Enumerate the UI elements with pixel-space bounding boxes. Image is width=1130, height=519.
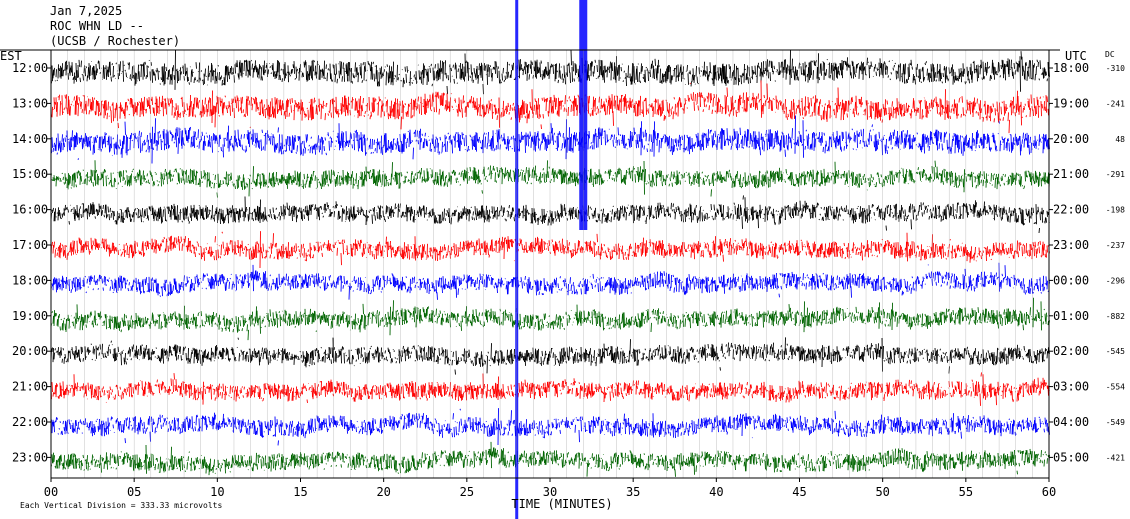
x-tick-label: 45: [792, 485, 806, 499]
x-tick-label: 00: [44, 485, 58, 499]
utc-tick-label: 02:00: [1053, 344, 1089, 358]
est-tick-label: 21:00: [12, 380, 48, 394]
est-tick-label: 13:00: [12, 96, 48, 110]
est-tick-label: 18:00: [12, 273, 48, 287]
utc-tick-label: 01:00: [1053, 309, 1089, 323]
utc-tick-label: 03:00: [1053, 380, 1089, 394]
est-tick-label: 23:00: [12, 450, 48, 464]
data-source: (UCSB / Rochester): [50, 34, 181, 48]
vertical-division-note: Each Vertical Division = 333.33 microvol…: [20, 501, 222, 510]
x-tick-label: 35: [626, 485, 640, 499]
plot-axes: [0, 49, 1060, 482]
dc-offset-label: -545: [1106, 347, 1125, 356]
utc-tick-label: 00:00: [1053, 273, 1089, 287]
station-code: ROC WHN LD --: [50, 19, 144, 33]
est-tick-label: 19:00: [12, 309, 48, 323]
utc-tick-label: 22:00: [1053, 203, 1089, 217]
est-tick-label: 14:00: [12, 132, 48, 146]
x-tick-label: 20: [376, 485, 390, 499]
minute-gridlines: [50, 50, 1050, 478]
dc-offset-label: 48: [1115, 135, 1125, 144]
x-tick-label: 60: [1042, 485, 1056, 499]
dc-offset-label: -421: [1106, 453, 1125, 462]
dc-offset-label: -882: [1106, 312, 1125, 321]
dc-offset-label: -237: [1106, 241, 1125, 250]
dc-offset-label: -241: [1106, 99, 1125, 108]
axis-labels: 12:00 18:00 -310 13:00 19:00 -241 14:00 20:00 48…: [0, 49, 1125, 511]
dc-offset-label: -296: [1106, 276, 1125, 285]
x-axis-title: TIME (MINUTES): [511, 497, 612, 511]
x-tick-label: 50: [875, 485, 889, 499]
x-tick-label: 25: [460, 485, 474, 499]
est-axis-label: EST: [0, 49, 22, 63]
x-tick-label: 55: [959, 485, 973, 499]
utc-tick-label: 05:00: [1053, 450, 1089, 464]
dc-offset-label: -198: [1106, 206, 1125, 215]
utc-tick-label: 19:00: [1053, 96, 1089, 110]
utc-tick-label: 21:00: [1053, 167, 1089, 181]
dc-offset-label: -310: [1106, 64, 1125, 73]
x-tick-label: 10: [210, 485, 224, 499]
dc-offset-label: -549: [1106, 418, 1125, 427]
utc-tick-label: 23:00: [1053, 238, 1089, 252]
dc-column-label: DC: [1105, 50, 1115, 59]
est-tick-label: 17:00: [12, 238, 48, 252]
x-tick-label: 05: [127, 485, 141, 499]
utc-axis-label: UTC: [1065, 49, 1087, 63]
est-tick-label: 15:00: [12, 167, 48, 181]
est-tick-label: 22:00: [12, 415, 48, 429]
dc-offset-label: -554: [1106, 383, 1125, 392]
x-tick-label: 30: [543, 485, 557, 499]
est-tick-label: 16:00: [12, 203, 48, 217]
utc-tick-label: 04:00: [1053, 415, 1089, 429]
est-tick-label: 20:00: [12, 344, 48, 358]
x-tick-label: 15: [293, 485, 307, 499]
est-tick-label: 12:00: [12, 61, 48, 75]
utc-tick-label: 20:00: [1053, 132, 1089, 146]
record-date: Jan 7,2025: [50, 4, 123, 18]
utc-tick-label: 18:00: [1053, 61, 1089, 75]
x-tick-label: 40: [709, 485, 723, 499]
dc-offset-label: -291: [1106, 170, 1125, 179]
